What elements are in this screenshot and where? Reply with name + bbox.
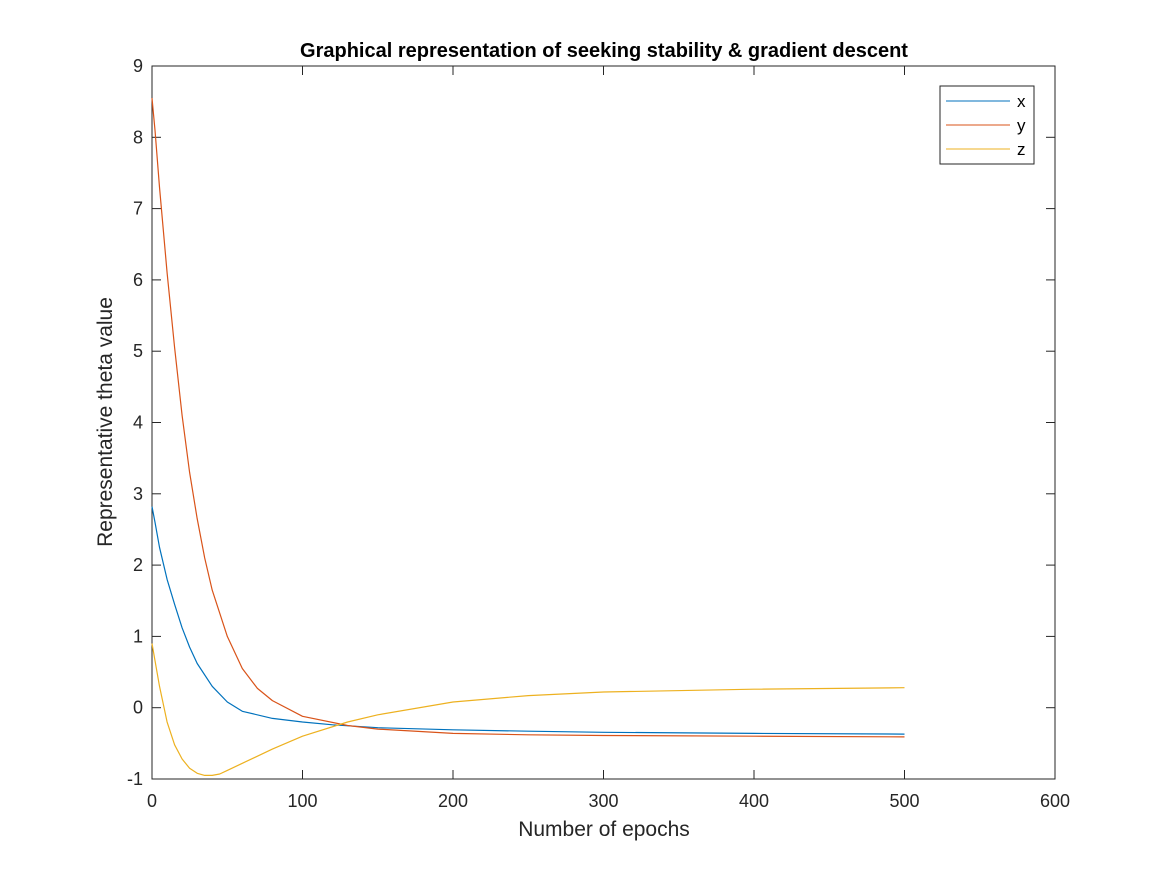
chart-title: Graphical representation of seeking stab… [300, 40, 908, 62]
legend-label-z: z [1017, 140, 1026, 159]
series-line-z [151, 643, 905, 777]
x-tick-label: 0 [147, 791, 157, 811]
y-tick-label: 7 [133, 199, 143, 219]
x-tick-label: 400 [739, 791, 769, 811]
x-tick-label: 600 [1040, 791, 1070, 811]
legend-label-y: y [1017, 116, 1026, 135]
y-tick-label: 4 [133, 413, 143, 433]
series-line-x [151, 506, 905, 735]
series-line-y [151, 98, 905, 738]
y-axis-label: Representative theta value [94, 297, 117, 547]
y-tick-label: -1 [127, 769, 143, 789]
y-tick-label: 3 [133, 484, 143, 504]
y-tick-label: 2 [133, 555, 143, 575]
legend-label-x: x [1017, 92, 1026, 111]
x-tick-label: 500 [889, 791, 919, 811]
x-tick-label: 300 [588, 791, 618, 811]
x-tick-label: 200 [438, 791, 468, 811]
y-tick-label: 8 [133, 127, 143, 147]
y-tick-label: 6 [133, 270, 143, 290]
y-tick-label: 0 [133, 698, 143, 718]
x-tick-label: 100 [287, 791, 317, 811]
y-axis-ticks: -1 0 1 2 3 4 5 6 7 8 9 [127, 56, 1055, 789]
x-axis-label: Number of epochs [518, 818, 690, 841]
series-lines [151, 98, 905, 777]
y-tick-label: 9 [133, 56, 143, 76]
x-axis-ticks: 0 100 200 300 400 500 600 [147, 66, 1070, 811]
y-tick-label: 5 [133, 341, 143, 361]
plot-area [151, 65, 1056, 780]
y-tick-label: 1 [133, 626, 143, 646]
legend: x y z [939, 85, 1035, 165]
